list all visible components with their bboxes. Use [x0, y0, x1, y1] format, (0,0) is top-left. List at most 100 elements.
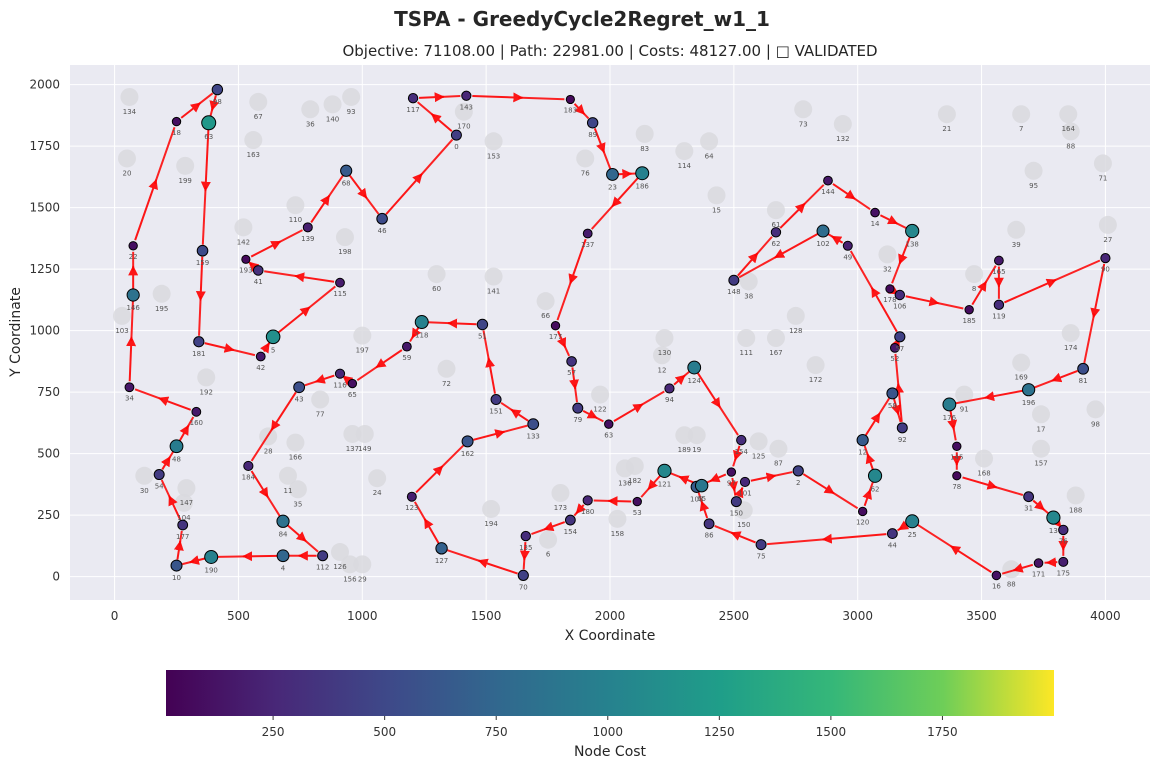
route-arrow: [477, 558, 518, 575]
colorbar-tick-label: 750: [485, 725, 508, 739]
selected-node: [755, 539, 767, 551]
selected-node: [889, 342, 900, 353]
selected-node: [606, 168, 619, 181]
route-arrow: [568, 238, 587, 285]
colorbar-tick-label: 500: [373, 725, 396, 739]
route-edge: [771, 471, 793, 478]
unselected-node: [301, 100, 320, 119]
selected-node: [170, 559, 183, 572]
route-arrow: [950, 545, 992, 574]
unselected-node: [1032, 439, 1051, 458]
node-label: 176: [943, 414, 957, 422]
node-label: 86: [705, 532, 714, 540]
node-label: 12: [858, 449, 867, 457]
x-tick-label: 2500: [719, 609, 750, 623]
selected-node: [293, 381, 306, 394]
selected-node: [1023, 491, 1035, 503]
node-label: 28: [264, 447, 273, 455]
unselected-node: [117, 149, 136, 168]
route-edge: [418, 138, 454, 178]
route-arrow: [348, 174, 368, 199]
route-edge: [196, 92, 214, 107]
unselected-node: [766, 201, 785, 220]
node-label: 88: [1066, 142, 1075, 150]
unselected-node: [615, 459, 634, 478]
unselected-node: [655, 329, 674, 348]
route-arrow: [870, 286, 898, 333]
route-edge: [531, 527, 549, 535]
route-edge: [427, 321, 453, 325]
unselected-node: [437, 359, 456, 378]
route-edge: [916, 523, 955, 550]
selected-node: [276, 514, 290, 528]
selected-node: [401, 341, 412, 352]
x-ticks: 0 500 1000 1500 2000 2500 3000 3500 4000: [111, 609, 1121, 623]
node-label: 125: [752, 452, 765, 460]
route-edge: [580, 110, 590, 120]
route-edge: [217, 555, 248, 558]
unselected-node: [427, 265, 446, 284]
route-edge: [178, 530, 183, 546]
node-label: 31: [1024, 505, 1033, 513]
route-arrow: [385, 173, 423, 215]
route-arrow: [1090, 263, 1106, 319]
selected-node: [450, 129, 462, 141]
route-arrow: [277, 306, 311, 334]
route-edge: [827, 233, 836, 240]
node-label: 92: [898, 436, 907, 444]
unselected-node: [311, 390, 330, 409]
selected-node: [243, 460, 254, 472]
node-label: 184: [242, 474, 256, 482]
y-tick-label: 1000: [29, 324, 60, 338]
node-label: 29: [358, 575, 367, 583]
node-label: 130: [658, 349, 671, 357]
unselected-node: [591, 385, 610, 404]
node-label: 122: [593, 406, 606, 414]
selected-node: [993, 255, 1004, 266]
node-label: 146: [126, 304, 140, 312]
selected-node: [726, 467, 737, 477]
selected-node: [635, 166, 650, 181]
route-edge: [590, 202, 616, 230]
unselected-node: [635, 124, 654, 143]
route-edge: [876, 397, 891, 418]
route-edge: [896, 410, 902, 423]
node-label: 84: [279, 530, 288, 538]
route-edge: [716, 403, 739, 436]
selected-node: [792, 465, 804, 477]
node-label: 154: [564, 528, 578, 536]
route-edge: [894, 353, 900, 388]
colorbar-tick-label: 1250: [704, 725, 735, 739]
node-label: 102: [816, 240, 829, 248]
selected-node: [196, 244, 209, 257]
route-arrow: [593, 128, 606, 154]
selected-node: [517, 569, 529, 582]
node-label: 186: [636, 183, 650, 191]
node-label: 124: [688, 377, 702, 385]
route-edge: [556, 279, 573, 321]
unselected-node: [1059, 105, 1078, 124]
route-edge: [439, 95, 461, 98]
selected-node: [124, 382, 135, 393]
route-edge: [185, 416, 195, 430]
selected-node: [564, 514, 576, 526]
node-label: 46: [378, 227, 387, 235]
unselected-node: [1061, 324, 1080, 343]
route-edges: [126, 92, 1106, 575]
x-tick-label: 3500: [966, 609, 997, 623]
unselected-node: [608, 509, 627, 528]
route-arrow: [737, 252, 759, 277]
unselected-node: [1007, 220, 1026, 239]
selected-node: [1058, 524, 1069, 536]
node-label: 199: [178, 177, 191, 185]
node-label: 194: [484, 520, 498, 528]
node-label: 111: [740, 349, 753, 357]
node-label: 137: [581, 241, 594, 249]
node-label: 112: [316, 564, 329, 572]
node-label: 171: [1032, 570, 1045, 578]
route-arrow: [419, 92, 445, 103]
selected-node: [894, 289, 906, 301]
node-label: 49: [843, 253, 852, 261]
node-label: 17: [1037, 425, 1046, 433]
